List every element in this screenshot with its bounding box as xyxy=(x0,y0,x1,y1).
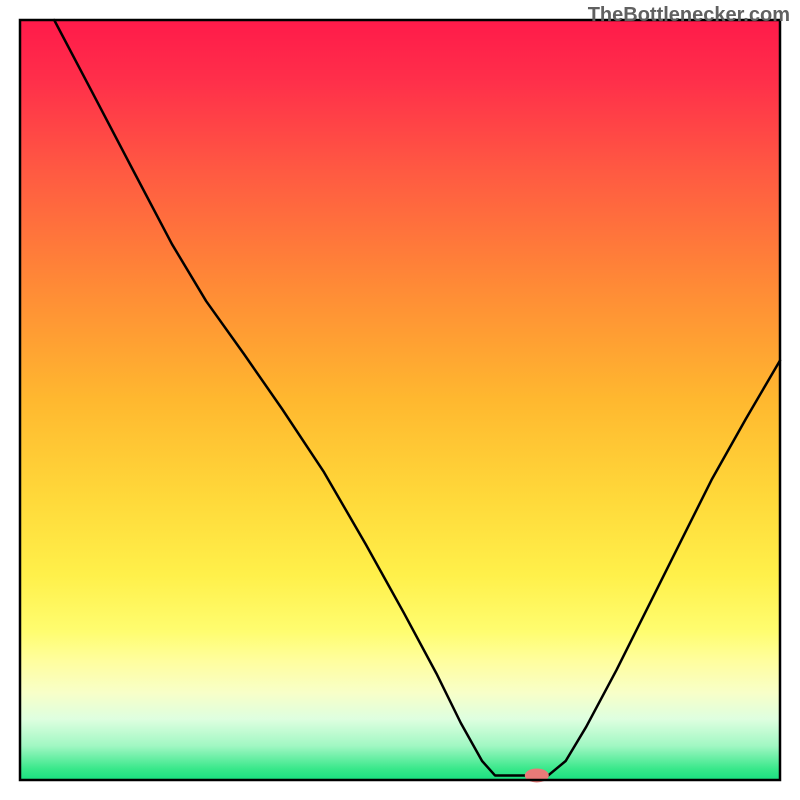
chart-background xyxy=(20,20,780,780)
watermark-text: TheBottlenecker.com xyxy=(588,4,790,27)
chart-svg xyxy=(0,0,800,800)
bottleneck-chart: TheBottlenecker.com xyxy=(0,0,800,800)
